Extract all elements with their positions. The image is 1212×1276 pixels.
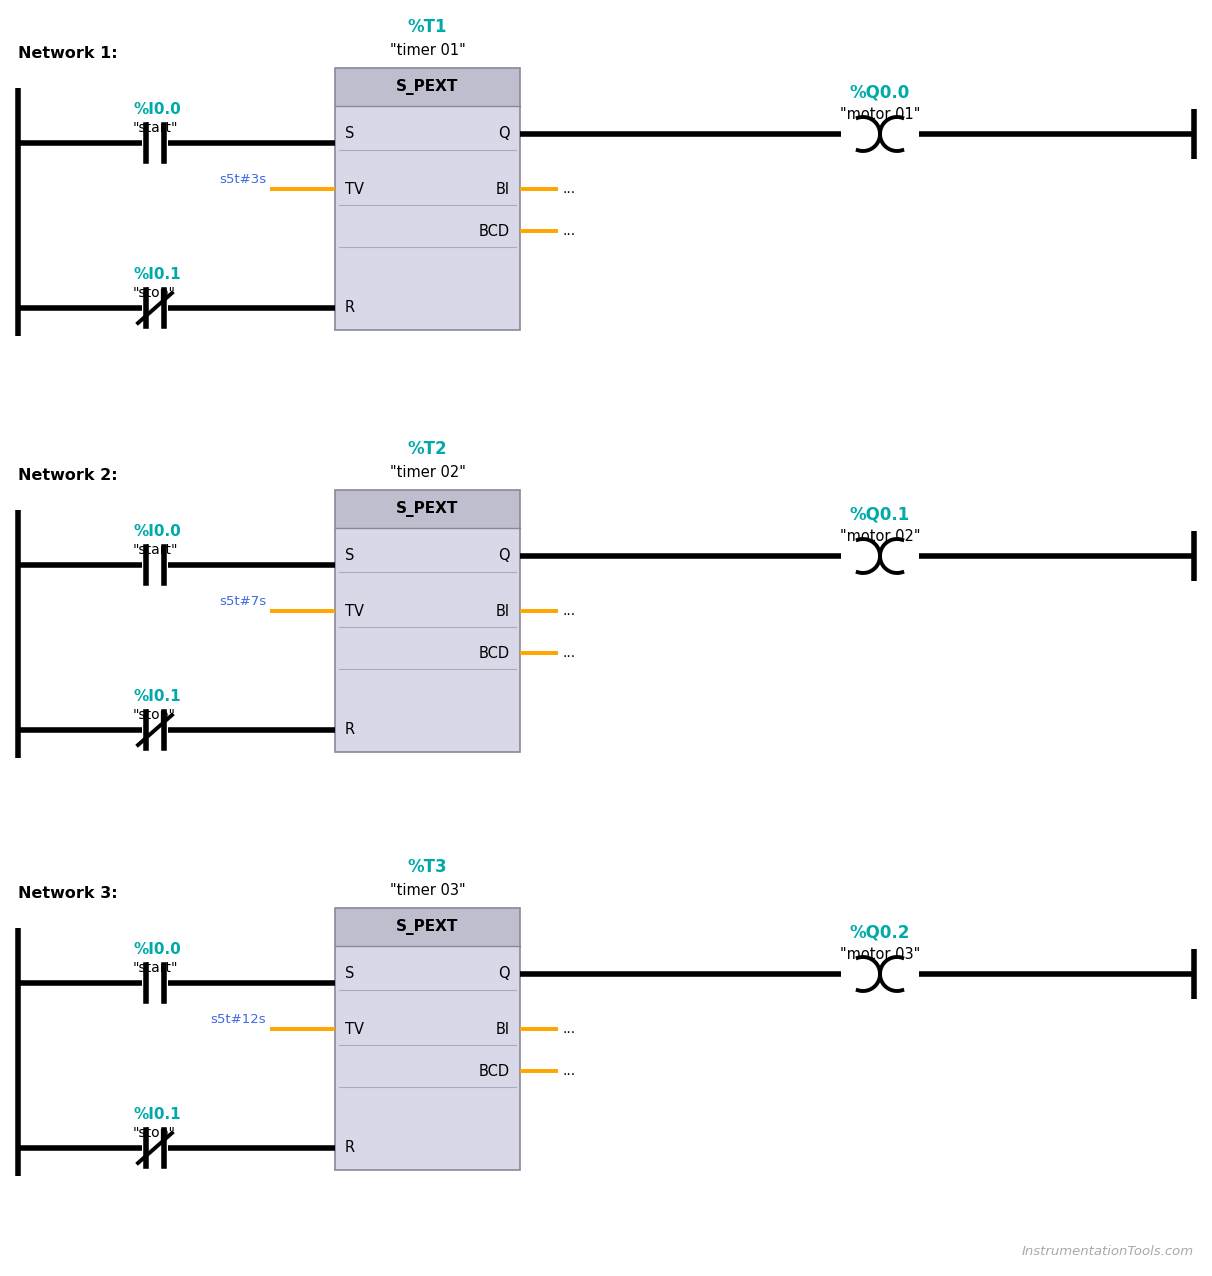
Text: %I0.0: %I0.0 — [133, 942, 181, 957]
Text: S: S — [345, 549, 354, 564]
Bar — [335, 68, 520, 330]
Text: "stop": "stop" — [133, 1125, 176, 1139]
Text: S_PEXT: S_PEXT — [396, 79, 458, 94]
Text: "motor 02": "motor 02" — [840, 530, 920, 544]
Text: Q: Q — [498, 549, 510, 564]
Text: ...: ... — [562, 604, 576, 618]
Text: "start": "start" — [133, 121, 178, 135]
Text: ...: ... — [562, 225, 576, 239]
Bar — [335, 528, 520, 752]
Text: R: R — [345, 722, 355, 738]
Text: S_PEXT: S_PEXT — [396, 501, 458, 517]
Text: S: S — [345, 126, 354, 142]
Bar — [335, 909, 520, 1170]
Text: %Q0.0: %Q0.0 — [850, 84, 910, 102]
Text: Q: Q — [498, 966, 510, 981]
Text: Q: Q — [498, 126, 510, 142]
Text: BI: BI — [496, 1022, 510, 1036]
Text: InstrumentationTools.com: InstrumentationTools.com — [1022, 1245, 1194, 1258]
Text: %T2: %T2 — [407, 440, 447, 458]
Text: S_PEXT: S_PEXT — [396, 919, 458, 935]
Text: ...: ... — [562, 646, 576, 660]
Text: %Q0.2: %Q0.2 — [850, 924, 910, 942]
Text: "motor 03": "motor 03" — [840, 947, 920, 962]
Text: TV: TV — [345, 1022, 364, 1036]
Text: R: R — [345, 301, 355, 315]
Text: BCD: BCD — [479, 1063, 510, 1078]
Text: ...: ... — [562, 1022, 576, 1036]
Text: BCD: BCD — [479, 646, 510, 661]
Text: BCD: BCD — [479, 223, 510, 239]
Text: %T1: %T1 — [407, 18, 447, 36]
Bar — [335, 68, 520, 106]
Text: ...: ... — [562, 182, 576, 197]
Bar — [335, 946, 520, 1170]
Text: s5t#3s: s5t#3s — [219, 174, 265, 186]
Text: s5t#12s: s5t#12s — [211, 1013, 265, 1026]
Text: BI: BI — [496, 604, 510, 619]
Text: BI: BI — [496, 181, 510, 197]
Bar — [335, 909, 520, 946]
Text: "motor 01": "motor 01" — [840, 107, 920, 122]
Text: "start": "start" — [133, 544, 178, 558]
Text: Network 3:: Network 3: — [18, 886, 118, 901]
Text: "timer 03": "timer 03" — [390, 883, 465, 898]
Text: "start": "start" — [133, 961, 178, 975]
Text: "timer 01": "timer 01" — [389, 43, 465, 57]
Text: %I0.1: %I0.1 — [133, 689, 181, 704]
Text: %I0.0: %I0.0 — [133, 102, 181, 117]
Text: TV: TV — [345, 181, 364, 197]
Text: "stop": "stop" — [133, 708, 176, 722]
Text: Network 2:: Network 2: — [18, 468, 118, 484]
Text: ...: ... — [562, 1064, 576, 1078]
Text: s5t#7s: s5t#7s — [219, 595, 265, 607]
Text: R: R — [345, 1141, 355, 1156]
Text: S: S — [345, 966, 354, 981]
Text: TV: TV — [345, 604, 364, 619]
Text: %T3: %T3 — [407, 857, 447, 877]
Text: "stop": "stop" — [133, 286, 176, 300]
Text: %Q0.1: %Q0.1 — [850, 507, 910, 524]
Bar — [335, 106, 520, 330]
Text: %I0.0: %I0.0 — [133, 524, 181, 538]
Text: %I0.1: %I0.1 — [133, 1108, 181, 1122]
Text: "timer 02": "timer 02" — [389, 464, 465, 480]
Text: Network 1:: Network 1: — [18, 46, 118, 61]
Bar — [335, 490, 520, 528]
Text: %I0.1: %I0.1 — [133, 267, 181, 282]
Bar — [335, 490, 520, 752]
